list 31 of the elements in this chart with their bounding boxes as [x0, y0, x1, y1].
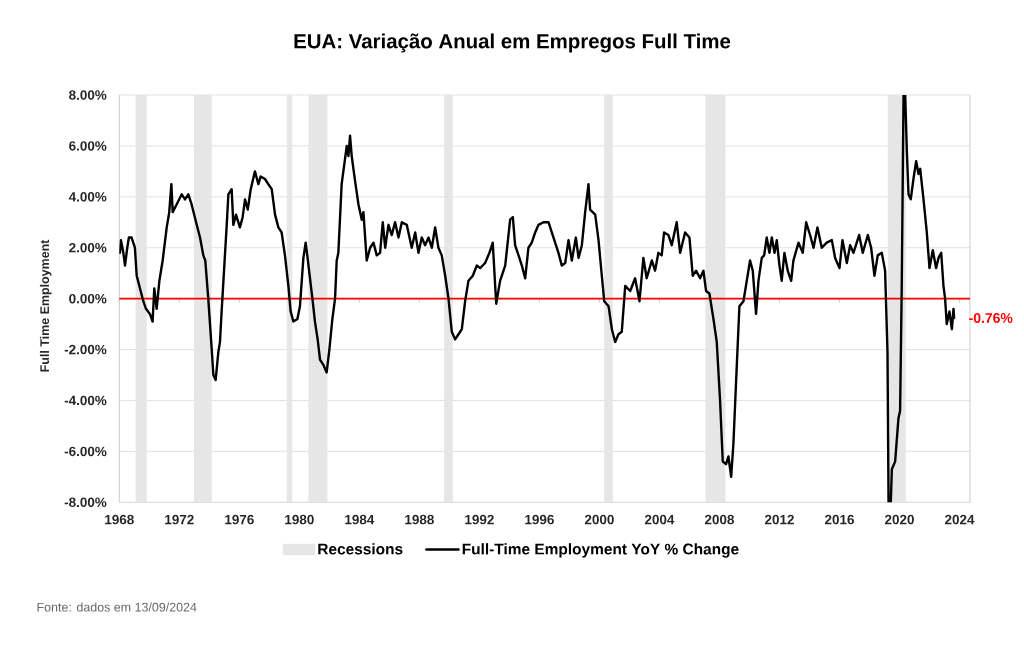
y-tick-label: 2.00%	[69, 242, 107, 253]
x-tick-label: 2008	[704, 514, 734, 525]
y-tick-label: 8.00%	[69, 90, 107, 100]
y-tick-label: 0.00%	[69, 293, 107, 304]
y-tick-label: -6.00%	[64, 446, 107, 457]
x-tick-label: 2012	[764, 514, 794, 525]
annotation: -0.76%	[969, 313, 1013, 323]
x-tick-label: 2004	[644, 514, 675, 525]
y-tick-label: -4.00%	[64, 395, 107, 406]
x-tick-label: 1996	[525, 514, 554, 525]
y-tick-label: -2.00%	[64, 344, 107, 355]
y-axis-title: Full Time Employment	[39, 239, 52, 372]
x-tick-label: 2000	[584, 514, 614, 525]
x-tick-label: 2020	[885, 514, 914, 525]
x-tick-label: 1972	[165, 514, 194, 525]
x-tick-label: 1968	[105, 514, 134, 525]
y-tick-label: 4.00%	[68, 192, 107, 202]
x-tick-label: 2024	[945, 514, 975, 525]
x-tick-label: 2016	[824, 514, 854, 525]
source-note: Fonte: dados em 13/09/2024	[37, 602, 197, 612]
legend-label: Full-Time Employment YoY % Change	[462, 543, 739, 558]
x-tick-label: 1988	[405, 514, 434, 525]
x-tick-label: 1984	[345, 514, 375, 525]
y-tick-label: -8.00%	[64, 497, 107, 508]
x-tick-label: 1976	[225, 514, 254, 525]
y-tick-label: 6.00%	[69, 141, 107, 151]
x-tick-label: 1980	[285, 514, 314, 525]
x-tick-label: 1992	[465, 514, 494, 525]
chart-title: EUA: Variação Anual em Empregos Full Time	[294, 33, 731, 53]
line-series	[119, 95, 956, 503]
legend-label: Recessions	[318, 543, 403, 555]
